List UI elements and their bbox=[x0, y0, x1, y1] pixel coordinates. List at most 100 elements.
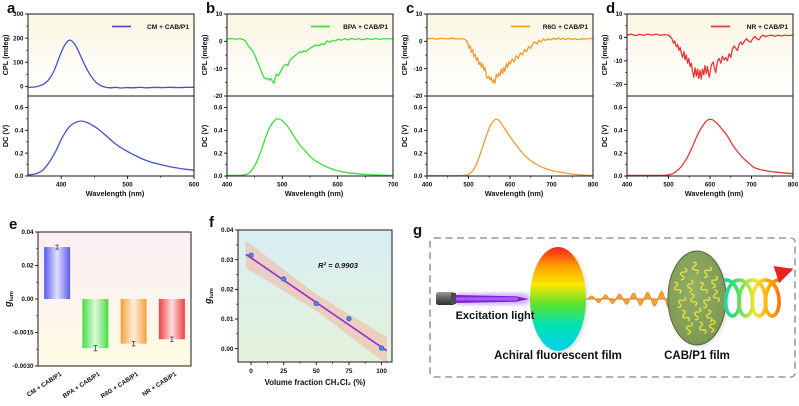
x-axis-label: Volume fraction CH₂Cl₂ (%) bbox=[265, 378, 366, 387]
cabp1-film bbox=[667, 250, 728, 347]
svg-text:100: 100 bbox=[376, 368, 387, 375]
data-point bbox=[313, 300, 319, 307]
svg-text:0: 0 bbox=[419, 39, 423, 46]
svg-text:-10: -10 bbox=[214, 66, 224, 73]
data-point bbox=[248, 252, 254, 258]
svg-text:500: 500 bbox=[277, 182, 288, 189]
svg-text:75: 75 bbox=[345, 368, 353, 375]
svg-text:10: 10 bbox=[616, 11, 623, 18]
panel-c: c 10 0 -10 -20 0.0 0.2 0.4 0.6 400 500 600 700 800 CP… bbox=[399, 0, 599, 208]
svg-text:800: 800 bbox=[788, 182, 798, 189]
panel-c-letter: c bbox=[406, 0, 415, 17]
cpl-plot-bg bbox=[627, 14, 793, 96]
svg-text:DC (V): DC (V) bbox=[1, 124, 10, 147]
svg-text:200: 200 bbox=[13, 35, 24, 42]
svg-text:0.4: 0.4 bbox=[15, 127, 24, 134]
svg-text:600: 600 bbox=[333, 182, 344, 189]
dc-curve bbox=[626, 118, 794, 177]
svg-text:0.0: 0.0 bbox=[614, 173, 623, 180]
legend-text: R6G + CAB/P1 bbox=[543, 24, 589, 31]
x-axis-label: Wavelength (nm) bbox=[86, 189, 145, 198]
svg-text:-20: -20 bbox=[414, 93, 424, 100]
svg-text:400: 400 bbox=[422, 182, 433, 189]
svg-text:0: 0 bbox=[619, 35, 623, 42]
svg-text:0.02: 0.02 bbox=[221, 287, 234, 294]
bar-category-label: NR + CAB/P1 bbox=[141, 371, 178, 399]
svg-text:0.4: 0.4 bbox=[614, 127, 623, 134]
x-axis-label: Wavelength (nm) bbox=[285, 189, 344, 198]
svg-text:500: 500 bbox=[663, 182, 674, 189]
svg-text:0.0: 0.0 bbox=[414, 173, 423, 180]
svg-text:0.00: 0.00 bbox=[221, 346, 234, 353]
dc-curve bbox=[427, 118, 594, 177]
svg-text:500: 500 bbox=[122, 182, 133, 189]
svg-text:0.6: 0.6 bbox=[414, 105, 423, 112]
dashed-border bbox=[429, 237, 796, 378]
panel-a-chart: 0 100 200 300 0.0 0.2 0.4 0.6 400 500 600 CPL (mdeg… bbox=[1, 11, 200, 198]
svg-text:0.01: 0.01 bbox=[221, 316, 234, 323]
svg-text:400: 400 bbox=[56, 182, 67, 189]
svg-text:500: 500 bbox=[463, 182, 474, 189]
panel-a-letter: a bbox=[7, 0, 16, 17]
legend-text: NR + CAB/P1 bbox=[747, 24, 789, 31]
achiral-film bbox=[530, 247, 586, 351]
svg-text:25: 25 bbox=[280, 368, 288, 375]
svg-text:600: 600 bbox=[705, 182, 716, 189]
cpl-spiral bbox=[723, 266, 794, 318]
svg-text:0.03: 0.03 bbox=[221, 257, 234, 264]
svg-text:700: 700 bbox=[746, 182, 757, 189]
svg-text:0.2: 0.2 bbox=[214, 150, 223, 157]
svg-text:0.2: 0.2 bbox=[414, 150, 423, 157]
svg-text:DC (V): DC (V) bbox=[400, 124, 409, 147]
data-point bbox=[346, 316, 352, 322]
panel-d-chart: 10 0 -10 -20 0.0 0.2 0.4 0.6 400 500 600 700 800 CPL … bbox=[600, 11, 799, 198]
data-point bbox=[281, 276, 287, 282]
svg-text:400: 400 bbox=[622, 182, 633, 189]
x-axis-label: Wavelength (nm) bbox=[685, 189, 744, 198]
svg-text:0.6: 0.6 bbox=[15, 105, 24, 112]
panel-c-chart: 10 0 -10 -20 0.0 0.2 0.4 0.6 400 500 600 700 800 CPL … bbox=[400, 11, 599, 198]
svg-text:0.4: 0.4 bbox=[414, 127, 423, 134]
bar-3 bbox=[158, 299, 185, 340]
svg-text:700: 700 bbox=[388, 182, 398, 189]
cpl-curve bbox=[426, 37, 593, 84]
svg-text:10: 10 bbox=[216, 11, 223, 18]
svg-text:-0.0015: -0.0015 bbox=[13, 330, 35, 337]
svg-text:0.6: 0.6 bbox=[214, 105, 223, 112]
svg-text:0: 0 bbox=[219, 39, 223, 46]
svg-text:-10: -10 bbox=[614, 58, 624, 65]
cpl-plot-bg bbox=[427, 14, 593, 96]
y-axis-label: glum bbox=[203, 288, 215, 305]
svg-text:CPL (mdeg): CPL (mdeg) bbox=[200, 34, 209, 75]
panel-b-letter: b bbox=[206, 0, 216, 17]
panel-b-chart: 10 0 -10 -20 0.0 0.2 0.4 0.6 400 500 600 700 CPL (md… bbox=[200, 11, 399, 198]
panel-d: d 10 0 -10 -20 0.0 0.2 0.4 0.6 400 500 600 700 800 CP… bbox=[599, 0, 799, 208]
legend-text: BPA + CAB/P1 bbox=[343, 24, 388, 31]
bar-category-label: CM + CAB/P1 bbox=[26, 371, 64, 399]
cab-film-label: CAB/P1 film bbox=[664, 350, 730, 362]
emission-wave bbox=[586, 290, 674, 308]
panel-e-letter: e bbox=[9, 216, 18, 233]
svg-text:400: 400 bbox=[222, 182, 233, 189]
svg-text:0: 0 bbox=[20, 84, 24, 91]
cpl-curve bbox=[226, 37, 394, 85]
svg-text:0.2: 0.2 bbox=[614, 150, 623, 157]
svg-text:0.02: 0.02 bbox=[21, 263, 34, 270]
svg-text:800: 800 bbox=[588, 182, 598, 189]
bar-category-label: BPA + CAB/P1 bbox=[62, 371, 102, 400]
panel-b: b 10 0 -10 -20 0.0 0.2 0.4 0.6 400 500 600 700 CPL (… bbox=[199, 0, 399, 208]
svg-text:0.00: 0.00 bbox=[21, 296, 34, 303]
cpl-plot-bg bbox=[28, 14, 194, 96]
svg-text:100: 100 bbox=[13, 59, 24, 66]
svg-text:CPL (mdeg): CPL (mdeg) bbox=[600, 34, 609, 75]
svg-text:700: 700 bbox=[546, 182, 557, 189]
x-axis-label: Wavelength (nm) bbox=[485, 189, 544, 198]
panel-f-chart: 0 25 50 75 100 0.00 0.01 0.02 0.03 0.04 Volume fra… bbox=[203, 227, 393, 387]
panel-e: e CM + CAB/P1 BPA + CAB/P1 R6G + CAB/P1 NR … bbox=[0, 210, 200, 406]
svg-text:0.0: 0.0 bbox=[214, 173, 223, 180]
dc-curve bbox=[27, 120, 195, 176]
svg-text:600: 600 bbox=[505, 182, 516, 189]
panel-g-letter: g bbox=[413, 222, 423, 239]
svg-text:-0.0030: -0.0030 bbox=[13, 363, 35, 370]
